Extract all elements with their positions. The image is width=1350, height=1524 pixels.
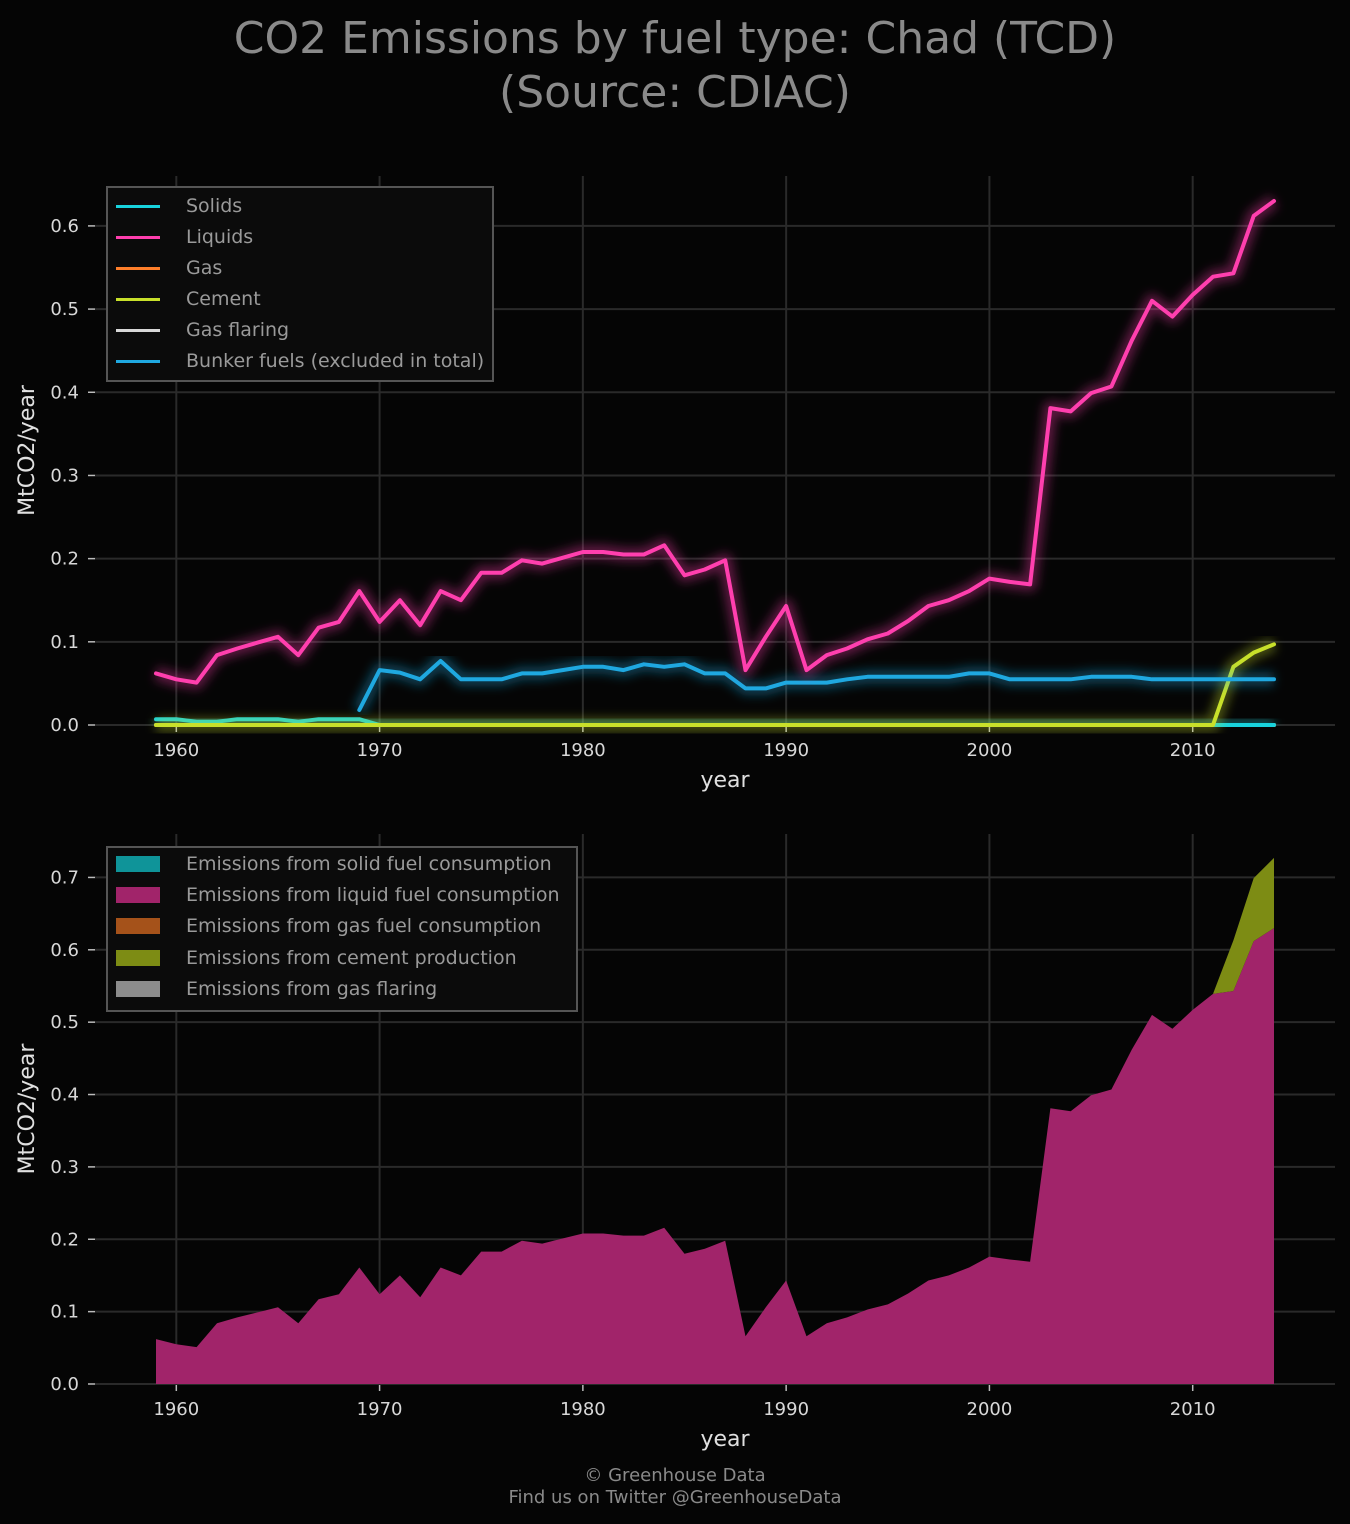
top-y-axis-label: MtCO2/year (15, 384, 40, 516)
top-x-tick-label: 1960 (153, 740, 199, 761)
legend-label: Bunker fuels (excluded in total) (186, 350, 485, 372)
bottom-y-tick-label: 0.2 (50, 1229, 79, 1250)
legend-label: Emissions from gas fuel consumption (186, 915, 542, 937)
top-line-chart: 1960 1970 1980 1990 2000 2010 0.0 0.1 0.2 0.3 0.4 0… (15, 176, 1335, 793)
legend-item-gas-flaring: Gas flaring (116, 318, 289, 342)
area-emissions-from-liquid-fuel-consumption (156, 928, 1274, 1384)
legend-item-gas: Gas (116, 256, 222, 280)
footer-credit: © Greenhouse Data (584, 1465, 766, 1486)
legend-label: Emissions from solid fuel consumption (186, 853, 552, 875)
legend-item-cement: Cement (116, 287, 261, 311)
legend-swatch (116, 266, 160, 270)
bottom-x-tick-label: 1990 (763, 1399, 809, 1420)
series-liquids-line (154, 199, 1276, 685)
bottom-x-tick-label: 1960 (153, 1399, 199, 1420)
legend-label: Solids (186, 195, 243, 217)
legend-swatch (116, 297, 160, 301)
legend-swatch (116, 359, 160, 363)
bottom-y-axis-label: MtCO2/year (15, 1043, 40, 1175)
legend-label: Liquids (186, 226, 254, 248)
legend-label: Emissions from cement production (186, 947, 517, 969)
top-y-tick-label: 0.4 (50, 382, 79, 403)
legend-item-gas-fuel: Emissions from gas fuel consumption (116, 914, 541, 938)
top-y-tick-label: 0.3 (50, 465, 79, 486)
top-x-tick-label: 2000 (967, 740, 1013, 761)
legend-label: Emissions from liquid fuel consumption (186, 884, 560, 906)
legend-swatch (116, 887, 160, 903)
footer-twitter: Find us on Twitter @GreenhouseData (508, 1487, 842, 1508)
bottom-y-tick-label: 0.1 (50, 1302, 79, 1323)
top-x-tick-label: 2010 (1170, 740, 1216, 761)
bottom-y-tick-label: 0.3 (50, 1157, 79, 1178)
top-x-axis-label: year (700, 768, 750, 793)
bottom-y-tick-label: 0.4 (50, 1085, 79, 1106)
legend-bottom: Emissions from solid fuel consumption Em… (106, 846, 578, 1012)
bottom-x-tick-label: 2010 (1170, 1399, 1216, 1420)
legend-item-bunker-fuels: Bunker fuels (excluded in total) (116, 349, 484, 373)
legend-swatch (116, 950, 160, 966)
bottom-x-tick-label: 1970 (357, 1399, 403, 1420)
legend-swatch (116, 204, 160, 208)
bottom-x-axis-label: year (700, 1427, 750, 1452)
legend-item-solid-fuel: Emissions from solid fuel consumption (116, 852, 552, 876)
legend-item-solids: Solids (116, 194, 242, 218)
legend-swatch (116, 918, 160, 934)
legend-swatch (116, 981, 160, 997)
legend-top: Solids Liquids Gas Cement Gas flaring Bu… (106, 186, 494, 382)
top-y-tick-label: 0.1 (50, 632, 79, 653)
legend-label: Cement (186, 288, 261, 310)
legend-label: Emissions from gas flaring (186, 978, 438, 1000)
legend-label: Gas (186, 257, 223, 279)
series-cement-line (154, 642, 1276, 727)
bottom-y-tick-label: 0.6 (50, 940, 79, 961)
legend-swatch (116, 328, 160, 332)
bottom-y-tick-label: 0.0 (50, 1374, 79, 1395)
top-y-tick-label: 0.6 (50, 216, 79, 237)
top-y-tick-label: 0.0 (50, 715, 79, 736)
bottom-x-tick-label: 1980 (560, 1399, 606, 1420)
bottom-x-tick-label: 2000 (967, 1399, 1013, 1420)
legend-item-liquids: Liquids (116, 225, 253, 249)
top-y-tick-label: 0.5 (50, 299, 79, 320)
legend-swatch (116, 856, 160, 872)
legend-item-gas-flaring-area: Emissions from gas flaring (116, 977, 437, 1001)
top-x-tick-label: 1970 (357, 740, 403, 761)
bottom-y-tick-label: 0.7 (50, 867, 79, 888)
top-y-tick-label: 0.2 (50, 549, 79, 570)
chart-title: CO2 Emissions by fuel type: Chad (TCD) (233, 13, 1117, 64)
series-bunker-fuels-excluded-in-total-line (357, 659, 1276, 712)
legend-item-liquid-fuel: Emissions from liquid fuel consumption (116, 883, 560, 907)
top-x-tick-label: 1980 (560, 740, 606, 761)
bottom-y-tick-label: 0.5 (50, 1012, 79, 1033)
legend-item-cement-production: Emissions from cement production (116, 946, 517, 970)
chart-subtitle: (Source: CDIAC) (499, 67, 851, 118)
legend-swatch (116, 235, 160, 239)
top-x-tick-label: 1990 (763, 740, 809, 761)
legend-label: Gas flaring (186, 319, 290, 341)
